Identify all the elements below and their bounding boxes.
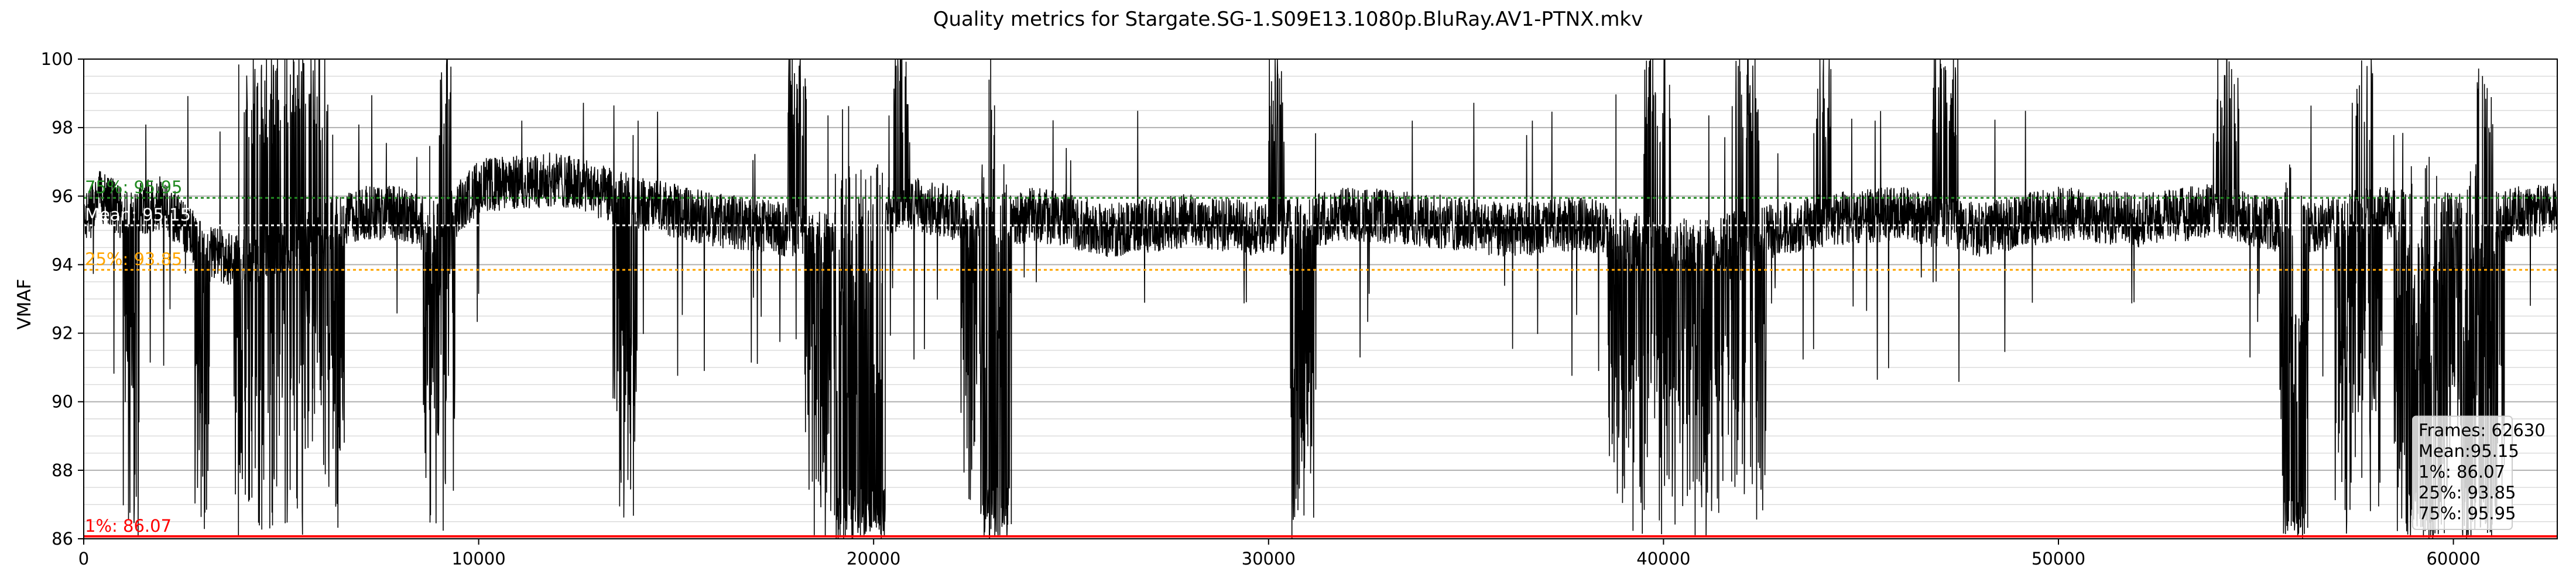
stats-legend-box [2412,415,2513,530]
stats-legend-entry: 75%: 95.95 [2419,504,2516,524]
y-tick-label: 92 [52,324,73,343]
x-tick-label: 60000 [2426,549,2480,569]
reference-line-label: 1%: 86.07 [85,516,172,536]
x-tick-label: 10000 [451,549,505,569]
y-tick-label: 94 [52,254,73,274]
y-tick-label: 88 [52,460,73,480]
x-tick-label: 50000 [2032,549,2085,569]
y-tick-label: 90 [52,392,73,412]
series-layer [84,59,2557,539]
y-axis-ticks: 86 88 90 92 94 96 98 100 [41,49,84,549]
x-tick-label: 0 [78,549,89,569]
stats-legend-entry: Mean:95.15 [2419,441,2519,461]
x-axis-ticks: 0 10000 20000 30000 40000 50000 60000 [78,539,2481,569]
reference-line-label: Mean: 95.15 [85,205,191,225]
y-tick-label: 96 [52,186,73,206]
x-tick-label: 40000 [1636,549,1690,569]
y-axis-label: VMAF [14,279,35,330]
stats-legend-entry: 1%: 86.07 [2419,462,2505,482]
vmaf-series-line [84,59,2557,539]
chart-title: Quality metrics for Stargate.SG-1.S09E13… [933,8,1643,31]
stats-legend-entry: Frames: 62630 [2419,421,2546,441]
plot-frame [83,58,2558,539]
y-tick-label: 98 [52,118,73,137]
reference-line-label: 75%: 95.95 [85,177,182,197]
x-tick-label: 30000 [1242,549,1296,569]
y-tick-label: 86 [52,529,73,549]
y-tick-label: 100 [41,49,73,69]
stats-legend-entry: 25%: 93.85 [2419,483,2516,503]
x-tick-label: 20000 [847,549,900,569]
reference-line-label: 25%: 93.85 [85,249,182,269]
